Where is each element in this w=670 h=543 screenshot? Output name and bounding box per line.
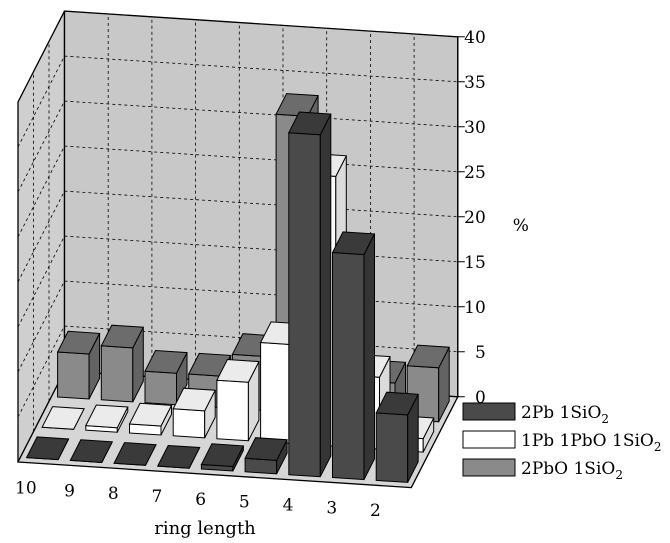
bar-front-face [244,457,278,475]
y-tick-label: 0 [475,388,486,408]
bar-front-face [144,370,177,406]
x-tick-label: 7 [152,487,163,507]
bar-front-face [100,345,134,403]
bar [216,358,260,442]
bar [100,324,145,403]
bar [41,406,85,430]
bar-top-face [216,358,260,383]
bar [375,391,419,483]
gridline-horizontal [17,100,458,193]
bar [113,442,157,466]
bar [156,444,201,469]
bar-side-face [363,233,375,480]
bar-top-face [128,402,173,427]
bar-top-face [85,404,129,429]
bar-top-face [200,443,245,468]
bar-front-face [57,351,90,400]
x-tick-label: 4 [283,496,294,516]
y-axis-label: % [513,216,529,236]
y-tick-label: 35 [464,73,486,93]
bar-front-face [332,251,365,481]
x-tick-label: 3 [326,498,337,518]
y-tick-label: 30 [464,118,486,138]
bar-top-face [331,231,376,256]
bar-top-face [156,444,201,469]
legend-swatch [462,430,516,449]
series-0 [25,111,419,483]
legend-label: 2Pb 1SiO2 [521,403,609,426]
y-tick-label: 5 [475,343,486,363]
bar-top-face [56,330,101,355]
gridline-horizontal [17,325,458,418]
gridline-horizontal [17,235,458,328]
bar-front-face [288,132,321,478]
x-tick-label: 10 [15,478,37,498]
bar-top-face [100,324,145,349]
legend-swatch [462,402,516,421]
x-axis: 10 9 8 7 6 5 4 3 2 ring length [15,478,381,539]
bar-top-face [25,436,70,461]
bar-top-face [172,387,216,412]
gridlines [17,10,458,432]
bar [128,402,173,436]
bars [25,93,450,483]
bar-front-face [375,412,409,483]
bar [244,437,288,475]
x-tick-label: 8 [108,484,119,504]
legend-label: 2PbO 1SiO2 [521,459,623,482]
x-axis-label: ring length [154,518,256,539]
bar-top-face [41,406,85,430]
gridline-horizontal [17,10,458,103]
y-axis: 0 5 10 15 20 25 30 35 40% [457,28,529,408]
bar-side-face [319,113,332,477]
gridline-horizontal [17,190,458,283]
legend-swatch [462,458,516,477]
bar-top-face [144,349,188,374]
bar [288,111,332,478]
gridline-horizontal [17,145,458,238]
bar-top-face [244,437,288,461]
y-tick-label: 40 [464,28,486,48]
bar-top-face [69,439,114,464]
bar-top-face [288,111,332,136]
legend: 2Pb 1SiO2 1Pb 1PbO 1SiO2 2PbO 1SiO2 [462,402,662,482]
bar-top-face [406,344,450,369]
bar-top-face [187,352,232,377]
y-tick-label: 25 [464,163,486,183]
bar [85,404,129,433]
legend-label: 1Pb 1PbO 1SiO2 [521,431,662,454]
y-tick-label: 20 [464,208,486,228]
bar [69,439,114,464]
bar [406,344,450,423]
bar [200,443,245,472]
bar-front-face [260,341,293,445]
bar-front-face [172,408,206,439]
x-tick-label: 6 [195,490,206,510]
bar [144,349,188,406]
bar-front-face [216,379,249,442]
gridline-horizontal [17,280,458,373]
y-tick-label: 15 [464,253,486,273]
bar [56,330,101,400]
bar-top-face [113,442,157,466]
bar [331,231,376,481]
x-tick-label: 5 [239,493,250,513]
y-tick-label: 10 [464,298,486,318]
bar-top-face [375,391,419,416]
bar [25,436,70,461]
gridline-horizontal [17,55,458,148]
x-tick-label: 9 [64,481,75,501]
bar [172,387,216,439]
x-tick-label: 2 [370,501,381,521]
